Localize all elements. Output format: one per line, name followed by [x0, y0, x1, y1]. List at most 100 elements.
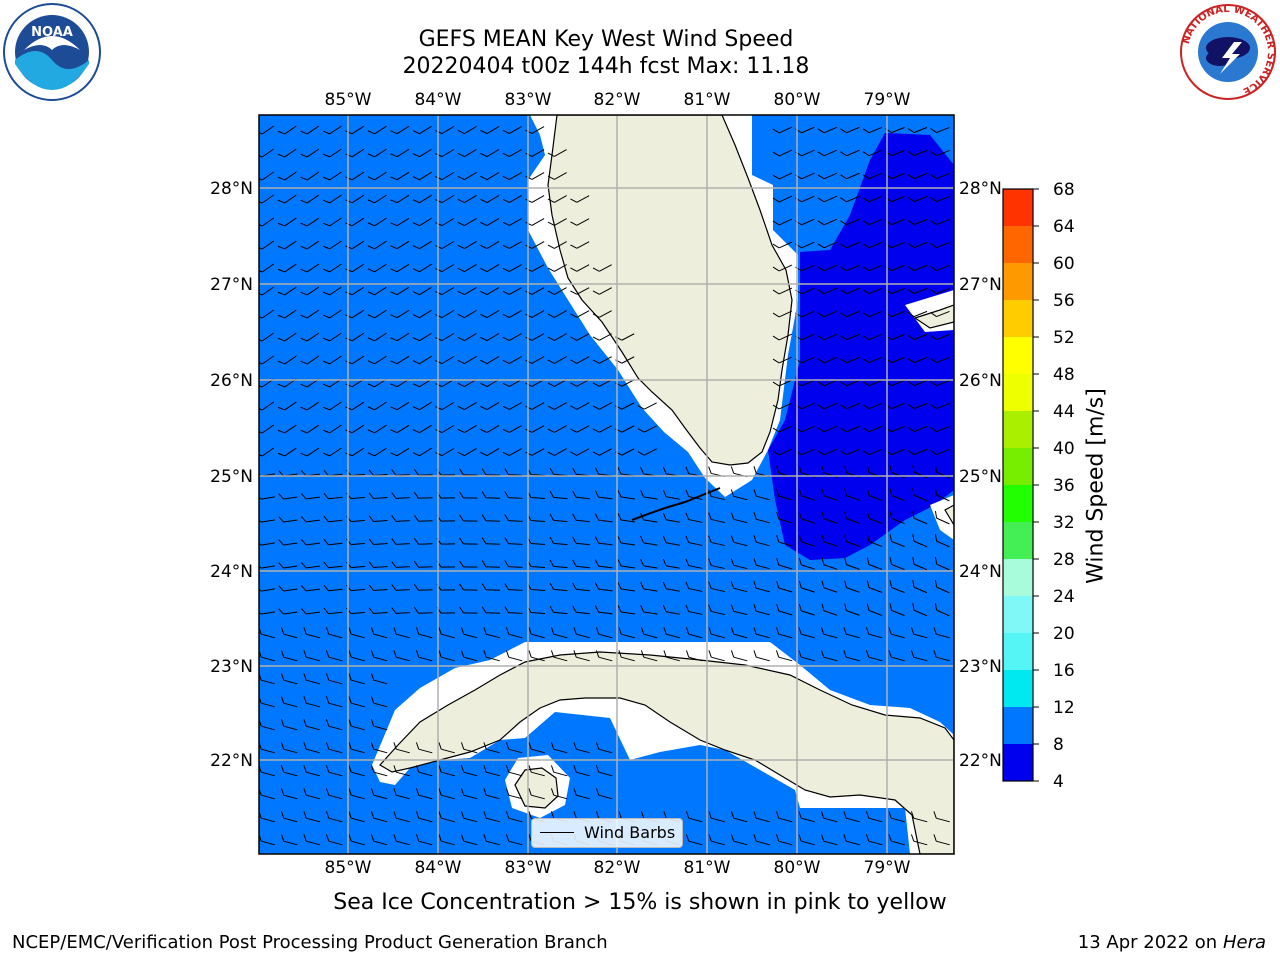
wind-barb	[617, 513, 635, 523]
wind-barb	[367, 263, 387, 273]
wind-barb	[685, 811, 703, 823]
wind-barb	[821, 580, 838, 593]
wind-barb	[617, 536, 635, 546]
wind-barb	[550, 788, 568, 800]
wind-barb	[278, 562, 298, 569]
wind-barb	[708, 558, 725, 570]
wind-barb	[457, 194, 477, 204]
wind-barb	[280, 742, 298, 754]
wind-barb	[798, 534, 815, 547]
wind-barb	[348, 788, 365, 800]
wind-barb	[572, 559, 591, 569]
colorbar-segment	[1003, 448, 1033, 485]
wind-barb	[570, 448, 590, 456]
wind-barb	[505, 811, 523, 823]
wind-barb	[480, 172, 500, 180]
wind-barb	[888, 811, 905, 823]
wind-barb	[323, 584, 343, 592]
wind-barb	[412, 148, 432, 158]
wind-barb	[457, 309, 477, 319]
wind-barb	[662, 581, 680, 592]
wind-barb	[415, 811, 433, 823]
lat-label-left: 25°N	[210, 467, 253, 487]
wind-barb	[303, 650, 320, 662]
wind-barb	[753, 558, 770, 570]
wind-barb	[930, 264, 950, 272]
wind-barb	[259, 355, 275, 365]
lon-label-top: 79°W	[864, 90, 911, 110]
wind-barb	[502, 149, 522, 157]
colorbar-segment	[1003, 670, 1033, 707]
lat-label-left: 28°N	[210, 179, 253, 199]
wind-barb	[481, 537, 501, 545]
wind-barb	[348, 834, 365, 846]
colorbar-segment	[1003, 263, 1033, 300]
wind-barb	[753, 581, 770, 593]
wind-barb	[547, 333, 567, 341]
wind-barb	[390, 148, 410, 158]
wind-barb	[390, 125, 410, 135]
wind-barb	[572, 490, 591, 500]
wind-barb	[685, 834, 703, 846]
wind-barb	[459, 537, 478, 545]
wind-barb	[391, 607, 411, 614]
wind-barb	[617, 605, 635, 615]
wind-barb	[547, 425, 567, 433]
wind-barb	[367, 240, 387, 250]
wind-barb	[502, 264, 522, 272]
wind-barb	[505, 627, 523, 639]
wind-barb	[457, 125, 477, 135]
wind-barb	[370, 811, 388, 823]
wind-barb	[912, 580, 928, 594]
wind-barb	[413, 469, 433, 476]
wind-barb	[840, 264, 860, 272]
wind-barb	[912, 557, 928, 571]
wind-barb	[322, 194, 342, 204]
wind-barb	[325, 834, 343, 846]
wind-barb	[480, 287, 500, 295]
wind-barb	[930, 149, 950, 157]
colorbar-segment	[1003, 559, 1033, 596]
wind-barb	[570, 402, 590, 410]
colorbar-segment	[1003, 411, 1033, 448]
wind-barb	[460, 742, 478, 754]
wind-barb	[460, 627, 478, 639]
wind-barb	[460, 788, 478, 800]
wind-barb	[303, 742, 320, 754]
wind-barb	[481, 514, 501, 522]
wind-barb	[322, 355, 342, 365]
wind-barb	[323, 561, 343, 569]
wind-barb	[502, 126, 522, 134]
wind-barb	[930, 379, 950, 387]
wind-barb	[412, 263, 432, 273]
wind-barb	[798, 627, 815, 639]
svg-text:NOAA: NOAA	[31, 25, 73, 40]
wind-barb	[277, 263, 297, 273]
wind-barb	[412, 194, 432, 204]
wind-barb	[930, 287, 950, 295]
wind-barb	[776, 581, 793, 593]
wind-barb	[550, 650, 568, 662]
wind-barb	[413, 492, 433, 499]
lon-label-bottom: 80°W	[774, 858, 821, 878]
wind-barb	[483, 742, 500, 754]
wind-barb	[862, 356, 883, 364]
wind-barb	[460, 650, 478, 662]
wind-barb	[528, 627, 545, 639]
wind-barb	[930, 356, 950, 364]
wind-barb	[280, 765, 298, 777]
wind-barb	[457, 447, 477, 457]
wind-barb	[480, 333, 500, 341]
wind-barb	[821, 534, 838, 547]
wind-barb	[930, 172, 950, 180]
wind-barb	[303, 834, 320, 846]
wind-barb	[934, 464, 950, 479]
wind-barb	[547, 195, 567, 203]
wind-barb	[753, 811, 770, 823]
wind-barb	[907, 195, 928, 203]
wind-barb	[528, 650, 545, 662]
wind-barb	[862, 425, 883, 433]
wind-barb	[348, 673, 365, 685]
land-florida	[547, 115, 793, 466]
